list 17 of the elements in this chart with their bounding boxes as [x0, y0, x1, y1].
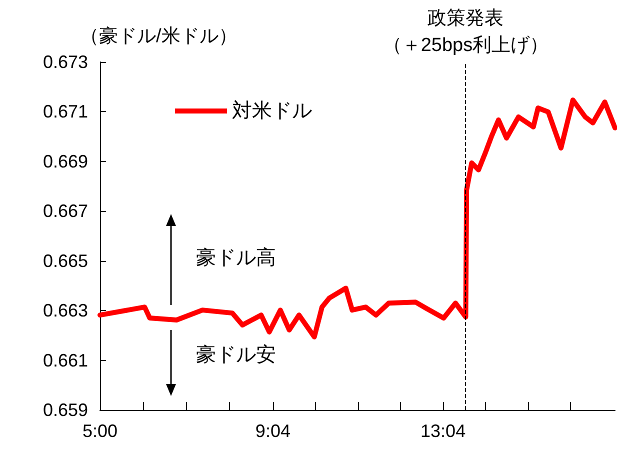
- ref-line-label: 政策発表: [428, 8, 504, 29]
- legend-label: 対米ドル: [232, 100, 312, 122]
- y-tick-label: 0.661: [42, 350, 88, 370]
- x-tick-label: 9:04: [255, 421, 290, 441]
- y-tick-label: 0.663: [42, 300, 88, 321]
- y-tick-label: 0.665: [42, 250, 88, 271]
- y-tick-label: 0.659: [42, 400, 88, 420]
- y-tick-label: 0.667: [42, 201, 88, 222]
- y-tick-label: 0.669: [42, 151, 88, 172]
- y-axis-title: （豪ドル/米ドル）: [80, 26, 238, 47]
- y-tick-label: 0.673: [42, 52, 88, 72]
- x-tick-label: 5:00: [82, 421, 118, 441]
- annotation: 豪ドル高: [196, 246, 276, 269]
- x-tick-label: 13:04: [420, 421, 466, 441]
- text: （＋25bps利上げ）: [382, 35, 549, 56]
- y-tick-label: 0.671: [42, 102, 88, 122]
- annotation: 豪ドル安: [196, 344, 276, 366]
